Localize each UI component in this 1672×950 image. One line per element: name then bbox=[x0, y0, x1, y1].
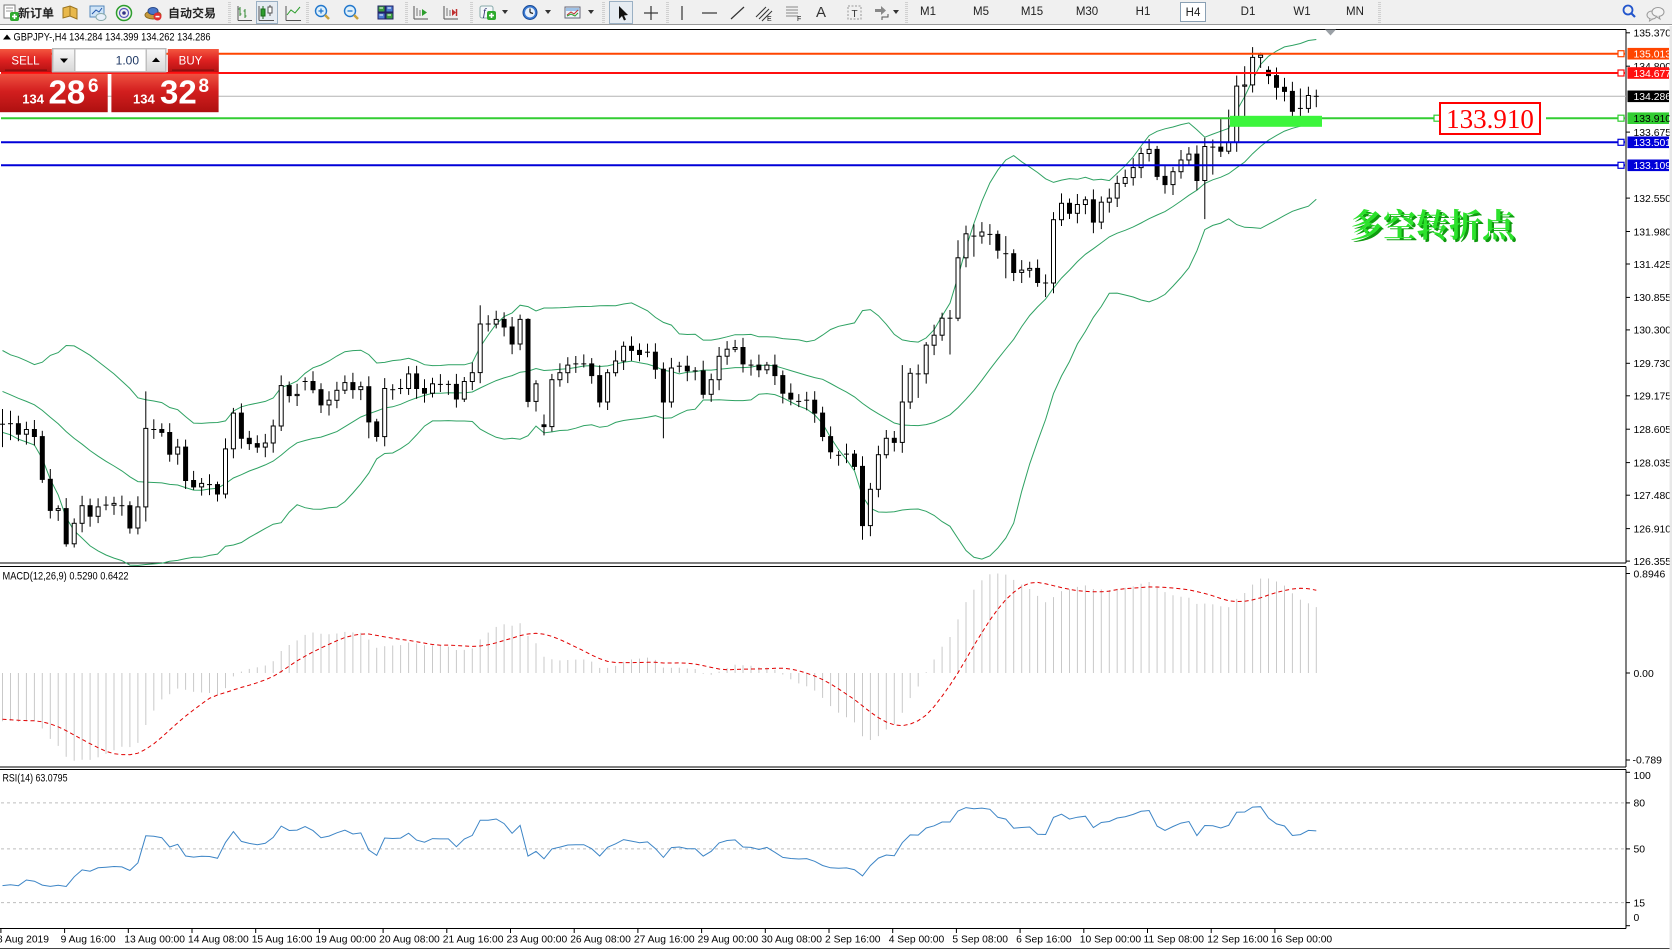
svg-text:21 Aug 16:00: 21 Aug 16:00 bbox=[443, 935, 504, 946]
svg-text:131.980: 131.980 bbox=[1634, 227, 1672, 238]
svg-text:F: F bbox=[797, 16, 801, 23]
svg-text:9 Aug 16:00: 9 Aug 16:00 bbox=[61, 935, 116, 946]
svg-text:6: 6 bbox=[88, 76, 99, 97]
svg-text:135.013: 135.013 bbox=[1634, 50, 1672, 61]
svg-text:130.300: 130.300 bbox=[1634, 326, 1672, 337]
svg-text:11 Sep 08:00: 11 Sep 08:00 bbox=[1144, 935, 1205, 946]
svg-text:26 Aug 08:00: 26 Aug 08:00 bbox=[570, 935, 631, 946]
svg-text:8 Aug 2019: 8 Aug 2019 bbox=[0, 935, 49, 946]
svg-text:27 Aug 16:00: 27 Aug 16:00 bbox=[634, 935, 695, 946]
svg-text:-0.789: -0.789 bbox=[1633, 756, 1663, 767]
svg-text:133.910: 133.910 bbox=[1446, 104, 1534, 134]
svg-text:4 Sep 00:00: 4 Sep 00:00 bbox=[889, 935, 945, 946]
svg-text:129.730: 129.730 bbox=[1634, 359, 1672, 370]
svg-text:6 Sep 16:00: 6 Sep 16:00 bbox=[1016, 935, 1072, 946]
svg-text:131.425: 131.425 bbox=[1634, 260, 1672, 271]
svg-text:RSI(14) 63.0795: RSI(14) 63.0795 bbox=[3, 773, 68, 785]
svg-text:129.175: 129.175 bbox=[1634, 392, 1672, 403]
svg-text:32: 32 bbox=[160, 74, 197, 111]
svg-text:MACD(12,26,9) 0.5290 0.6422: MACD(12,26,9) 0.5290 0.6422 bbox=[3, 571, 129, 583]
svg-text:127.480: 127.480 bbox=[1634, 491, 1672, 502]
svg-text:15: 15 bbox=[1634, 898, 1646, 909]
svg-text:10 Sep 00:00: 10 Sep 00:00 bbox=[1080, 935, 1142, 946]
svg-text:15 Aug 16:00: 15 Aug 16:00 bbox=[252, 935, 313, 946]
svg-text:0.00: 0.00 bbox=[1634, 669, 1654, 680]
svg-text:80: 80 bbox=[1634, 799, 1646, 810]
svg-text:1.00: 1.00 bbox=[116, 54, 140, 68]
svg-text:19 Aug 00:00: 19 Aug 00:00 bbox=[315, 935, 376, 946]
svg-text:29 Aug 00:00: 29 Aug 00:00 bbox=[698, 935, 759, 946]
svg-text:50: 50 bbox=[1634, 845, 1646, 856]
svg-text:BUY: BUY bbox=[179, 56, 203, 68]
svg-text:E: E bbox=[767, 16, 772, 23]
svg-text:8: 8 bbox=[199, 76, 210, 97]
svg-text:133.501: 133.501 bbox=[1634, 138, 1672, 149]
svg-text:135.370: 135.370 bbox=[1634, 29, 1672, 40]
svg-text:0: 0 bbox=[1634, 913, 1640, 924]
svg-text:132.550: 132.550 bbox=[1634, 194, 1672, 205]
svg-text:2 Sep 16:00: 2 Sep 16:00 bbox=[825, 935, 881, 946]
svg-text:SELL: SELL bbox=[11, 56, 40, 68]
svg-text:GBPJPY-,H4 134.284 134.399 13: GBPJPY-,H4 134.284 134.399 134.262 134.2… bbox=[14, 32, 211, 44]
svg-text:12 Sep 16:00: 12 Sep 16:00 bbox=[1207, 935, 1269, 946]
svg-text:5 Sep 08:00: 5 Sep 08:00 bbox=[952, 935, 1008, 946]
svg-text:16 Sep 00:00: 16 Sep 00:00 bbox=[1271, 935, 1333, 946]
svg-text:14 Aug 08:00: 14 Aug 08:00 bbox=[188, 935, 249, 946]
svg-text:134.677: 134.677 bbox=[1634, 69, 1672, 80]
svg-text:0.8946: 0.8946 bbox=[1634, 570, 1666, 581]
svg-text:133.109: 133.109 bbox=[1634, 161, 1672, 172]
svg-text:133.910: 133.910 bbox=[1634, 114, 1672, 125]
svg-text:134: 134 bbox=[133, 92, 155, 107]
svg-text:128.605: 128.605 bbox=[1634, 425, 1672, 436]
svg-text:f: f bbox=[483, 8, 487, 19]
svg-text:100: 100 bbox=[1634, 771, 1652, 782]
svg-text:20 Aug 08:00: 20 Aug 08:00 bbox=[379, 935, 440, 946]
svg-text:134.286: 134.286 bbox=[1634, 92, 1672, 103]
svg-text:134: 134 bbox=[22, 92, 44, 107]
svg-text:126.910: 126.910 bbox=[1634, 524, 1672, 535]
svg-text:128.035: 128.035 bbox=[1634, 458, 1672, 469]
svg-text:130.855: 130.855 bbox=[1634, 293, 1672, 304]
svg-text:13 Aug 00:00: 13 Aug 00:00 bbox=[124, 935, 185, 946]
svg-text:133.675: 133.675 bbox=[1634, 128, 1672, 139]
svg-text:126.355: 126.355 bbox=[1634, 557, 1672, 568]
svg-text:T: T bbox=[852, 9, 858, 20]
svg-text:28: 28 bbox=[49, 74, 86, 111]
svg-text:23 Aug 00:00: 23 Aug 00:00 bbox=[507, 935, 568, 946]
svg-text:30 Aug 08:00: 30 Aug 08:00 bbox=[761, 935, 822, 946]
